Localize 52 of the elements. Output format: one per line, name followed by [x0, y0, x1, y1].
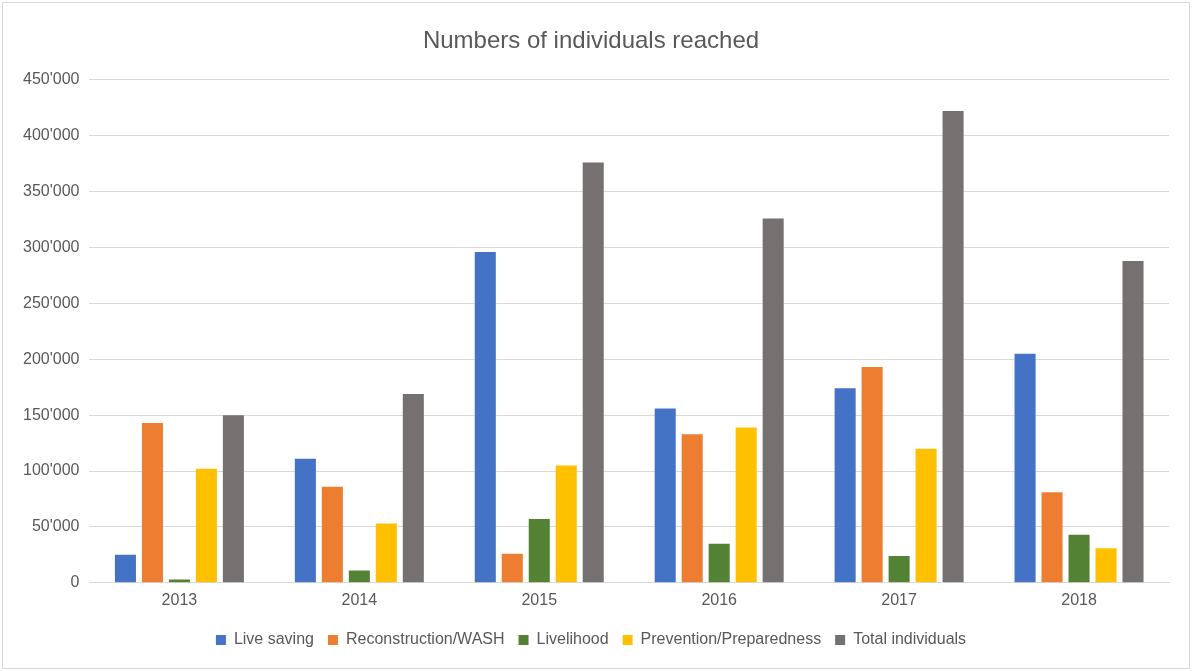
bar [321, 486, 343, 583]
bar [1014, 353, 1036, 583]
bar [942, 111, 964, 583]
bar [555, 465, 577, 583]
y-tick-label: 0 [70, 573, 80, 591]
x-tick-label: 2018 [1061, 590, 1097, 608]
bar [708, 543, 730, 583]
bar [168, 579, 190, 583]
y-tick-label: 450'000 [22, 70, 80, 88]
bar [888, 555, 910, 583]
bar [834, 388, 856, 583]
bar [348, 570, 370, 583]
bar [114, 554, 136, 583]
bar [222, 415, 244, 583]
bar [528, 519, 550, 583]
bar [1122, 260, 1144, 583]
chart-title: Numbers of individuals reached [422, 26, 760, 54]
legend-label: Live saving [233, 630, 314, 648]
bar [141, 422, 163, 583]
y-tick-label: 300'000 [22, 237, 80, 255]
bar [1068, 534, 1090, 583]
x-tick-label: 2013 [161, 590, 198, 608]
bar [375, 523, 397, 583]
bar [402, 393, 424, 583]
bar [582, 162, 604, 583]
y-tick-label: 150'000 [22, 405, 80, 423]
x-tick-label: 2015 [521, 590, 558, 608]
bar [681, 434, 703, 583]
bar [1095, 548, 1117, 583]
bar [474, 251, 496, 583]
bar [195, 468, 217, 583]
bar [861, 367, 883, 583]
y-tick-label: 50'000 [31, 517, 80, 535]
bar [654, 408, 676, 583]
legend-label: Reconstruction/WASH [345, 630, 505, 648]
bar [915, 448, 937, 583]
y-tick-label: 250'000 [22, 293, 80, 311]
y-tick-label: 350'000 [22, 181, 80, 199]
bar [1041, 492, 1063, 583]
y-tick-label: 100'000 [22, 461, 80, 479]
legend-label: Total individuals [853, 630, 967, 648]
bar [762, 218, 784, 583]
x-tick-label: 2017 [881, 590, 918, 608]
x-tick-label: 2014 [341, 590, 378, 608]
y-tick-label: 400'000 [22, 126, 80, 144]
bar [501, 553, 523, 583]
legend-label: Livelihood [536, 630, 609, 648]
x-tick-label: 2016 [701, 590, 738, 608]
bar [735, 427, 757, 583]
y-tick-label: 200'000 [22, 349, 80, 367]
legend-label: Prevention/Preparedness [640, 630, 822, 648]
bar [294, 458, 316, 583]
